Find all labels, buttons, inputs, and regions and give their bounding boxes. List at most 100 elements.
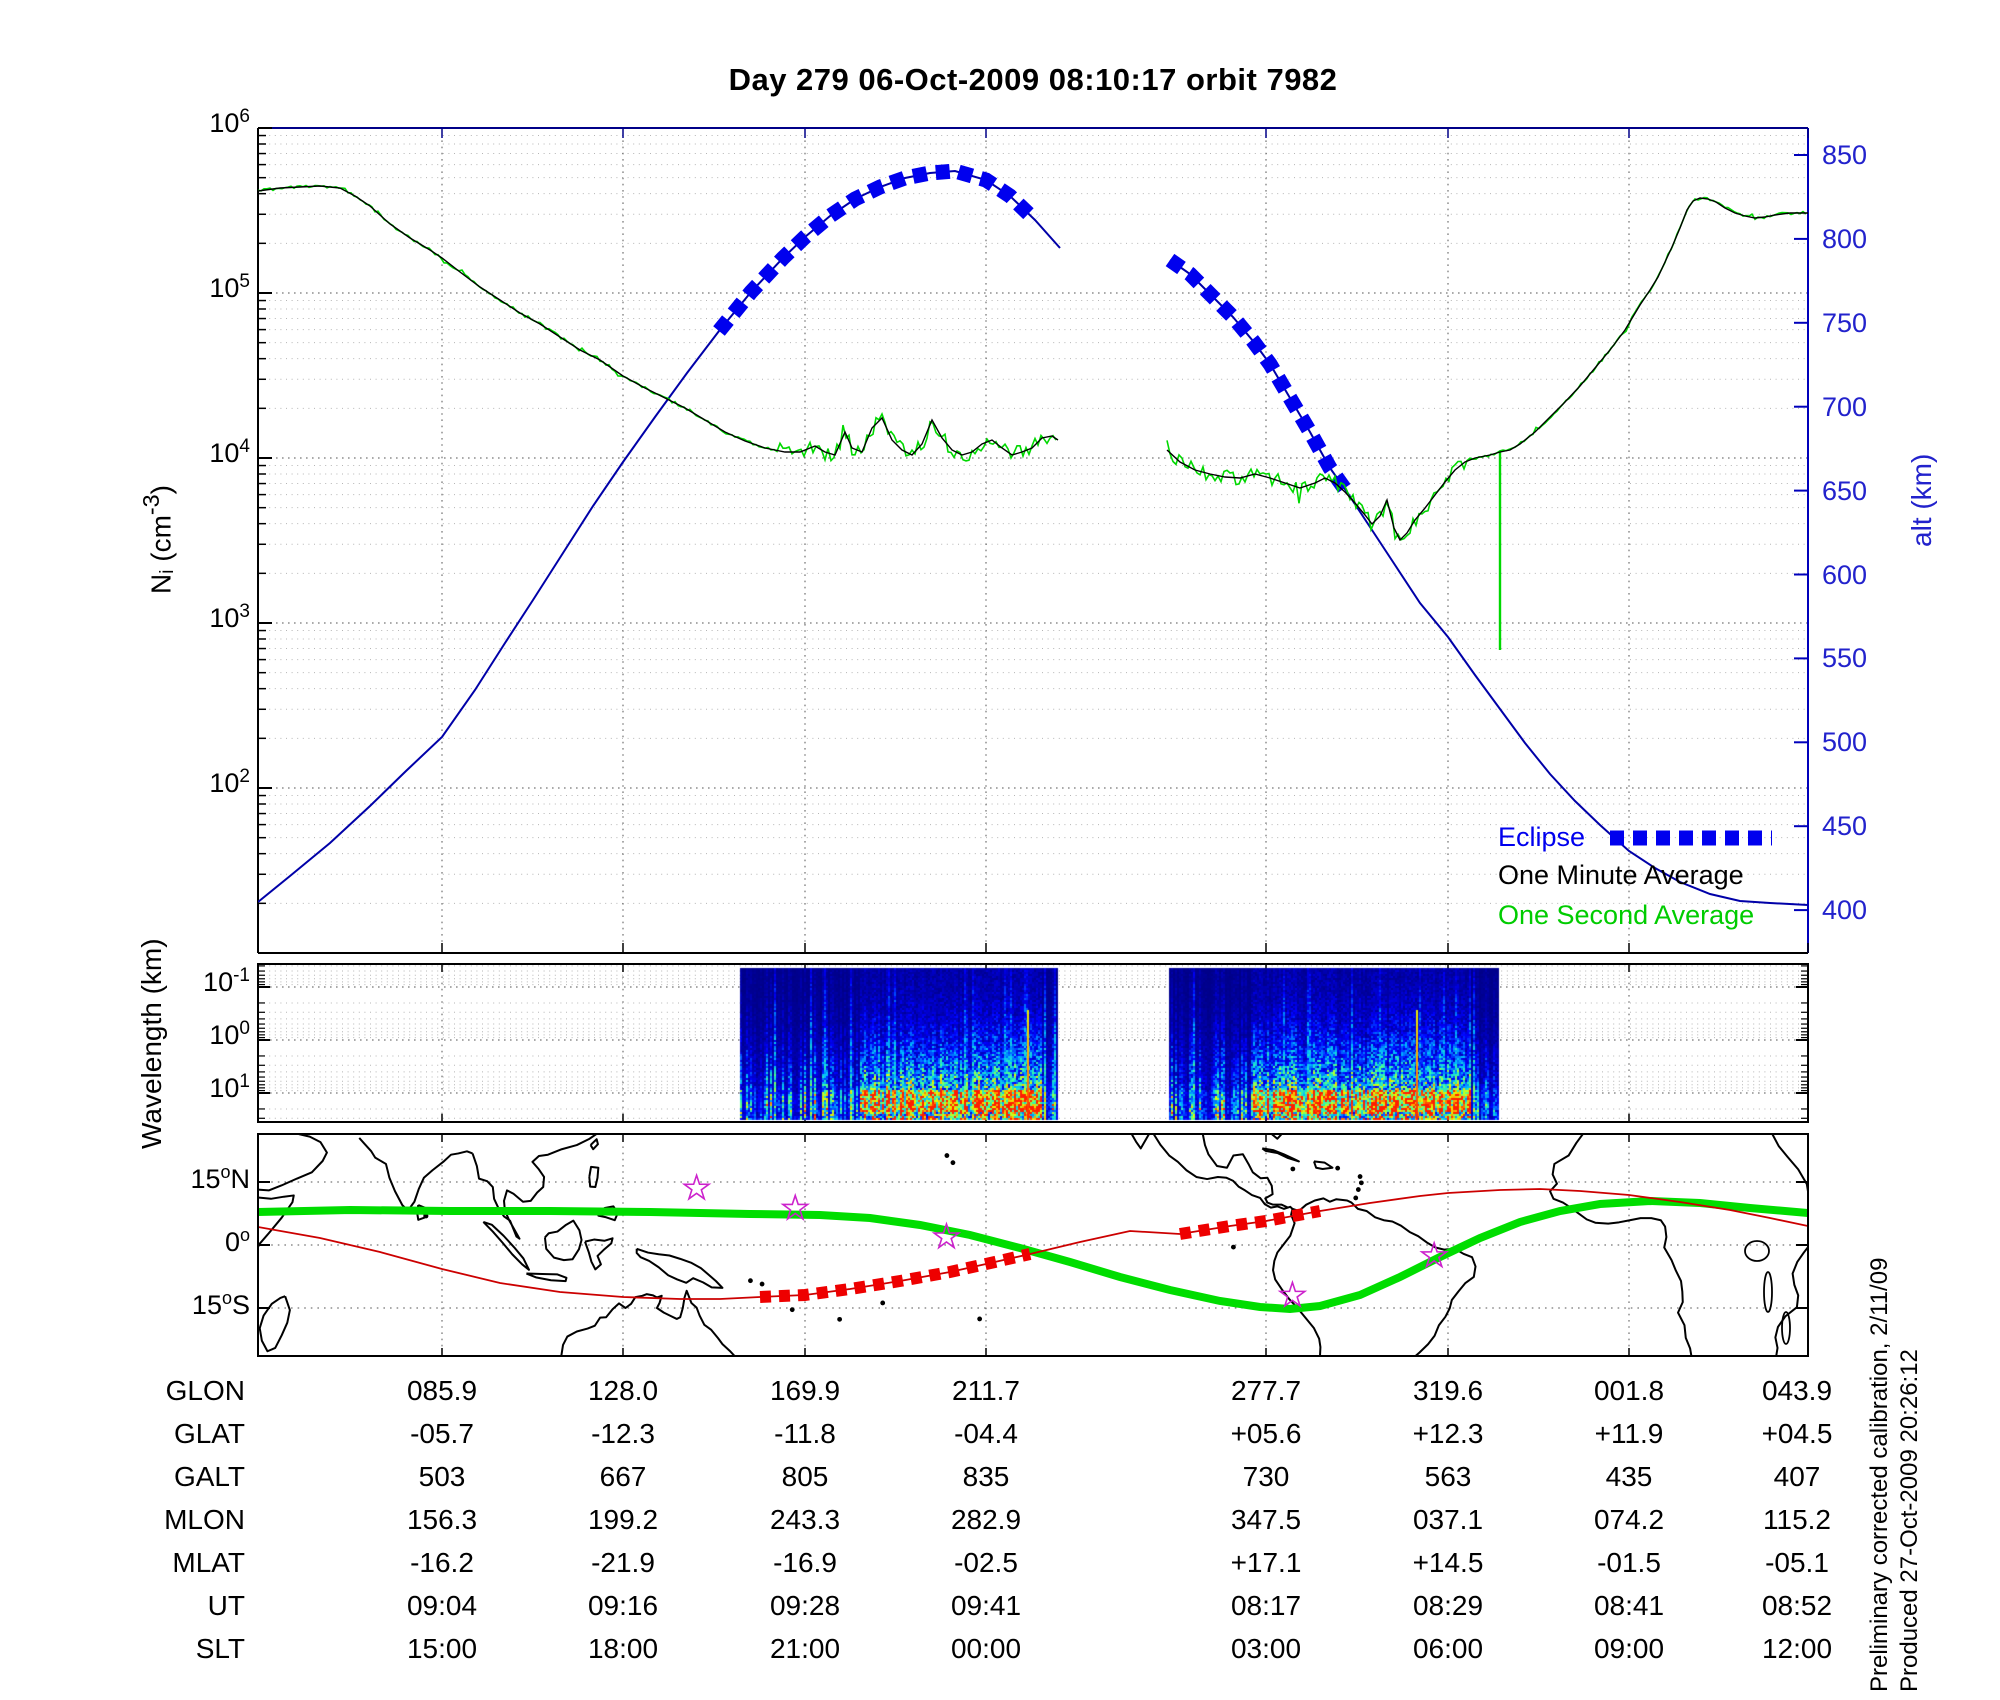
one-minute-curve-left [258,185,1059,456]
island-dot [748,1278,753,1284]
y-tick-right: 550 [1822,643,1868,674]
table-cell-glat-5: +12.3 [1412,1418,1484,1449]
island-dot [789,1307,795,1313]
table-cell-glat-6: +11.9 [1594,1418,1664,1449]
island-dot [837,1316,843,1322]
y-tick-right: 850 [1822,140,1868,170]
table-cell-glon-2: 169.9 [769,1375,841,1406]
coastline [358,1137,473,1212]
table-cell-slt-7: 12:00 [1761,1633,1833,1664]
table-cell-glon-7: 043.9 [1761,1375,1833,1406]
y-tick-left: 105 [209,271,250,303]
altitude-curve-left [258,169,1061,903]
eclipse-dashes [713,163,1041,336]
table-row-label-ut: UT [207,1590,245,1621]
coastline [258,1134,328,1192]
station-star [1419,1240,1449,1269]
table-cell-slt-3: 00:00 [950,1633,1022,1664]
ground-track-line [258,1188,1808,1300]
ylabel-base: N [145,574,177,595]
page-title: Day 279 06-Oct-2009 08:10:17 orbit 7982 [728,62,1338,97]
island-dot [1335,1165,1341,1171]
station-star [1277,1279,1308,1308]
lake [1763,1271,1773,1313]
y-tick-right: 800 [1822,223,1868,254]
panel1-curves [258,163,1808,906]
table-cell-mlon-1: 199.2 [587,1504,659,1535]
coastline [258,1295,291,1353]
table-cell-mlat-3: -02.5 [954,1547,1018,1578]
table-cell-galt-6: 435 [1605,1461,1653,1492]
table-cell-glat-0: -05.7 [410,1418,474,1449]
table-row-label-glon: GLON [165,1375,245,1406]
coastline [589,1138,599,1151]
table-cell-mlat-4: +17.1 [1230,1547,1302,1578]
table-cell-ut-7: 08:52 [1761,1590,1833,1621]
table-cell-galt-1: 667 [599,1461,647,1492]
ylabel-sub: i [156,570,178,575]
table-row-label-mlon: MLON [164,1504,245,1535]
table-cell-ut-5: 08:29 [1412,1590,1484,1621]
island-dot [1353,1195,1359,1201]
altitude-curve-right [1169,259,1808,906]
side-note-calibration: Preliminary corrected calibration, 2/11/… [1866,1257,1893,1692]
y-tick-right: 650 [1822,475,1868,506]
table-cell-galt-7: 407 [1773,1461,1821,1492]
side-note-produced: Produced 27-Oct-2009 20:26:12 [1896,1349,1923,1692]
table-cell-glon-1: 128.0 [587,1375,659,1406]
legend-eclipse-label: Eclipse [1498,822,1586,852]
map-lat-label: 15oS [191,1288,250,1320]
panel1-ylabel-left: Ni (cm-3) [138,370,179,710]
eclipse-dashes [1165,253,1354,497]
island-dot [950,1160,956,1166]
one-second-curve-left [258,184,1057,463]
lake [1781,1311,1791,1345]
legend-minute-label: One Minute Average [1498,860,1744,890]
coastline [635,1247,724,1289]
table-cell-mlon-0: 156.3 [406,1504,478,1535]
table-cell-slt-1: 18:00 [587,1633,659,1664]
table-cell-mlat-1: -21.9 [591,1547,655,1578]
table-cell-glon-0: 085.9 [406,1375,478,1406]
spectrogram-canvas [258,965,1808,1121]
table-cell-mlon-6: 074.2 [1593,1504,1665,1535]
table-cell-mlon-7: 115.2 [1763,1504,1831,1535]
map-layer [258,1134,1808,1356]
table-cell-galt-5: 563 [1424,1461,1472,1492]
table-cell-slt-5: 06:00 [1412,1633,1484,1664]
island-dot [1357,1174,1363,1179]
table-cell-mlon-2: 243.3 [769,1504,841,1535]
table-cell-glat-1: -12.3 [591,1418,655,1449]
ylabel-sup: -3 [138,494,164,516]
table-row-label-slt: SLT [195,1633,245,1664]
y-tick-right: 750 [1822,307,1868,338]
table-cell-ut-1: 09:16 [587,1590,659,1621]
station-star [780,1192,811,1222]
table-cell-mlat-5: +14.5 [1412,1547,1484,1578]
y-tick-left: 103 [209,601,250,633]
y-tick-right: 450 [1822,811,1868,842]
table-cell-galt-0: 503 [418,1461,466,1492]
table-cell-glat-4: +05.6 [1230,1418,1302,1449]
table-cell-mlat-2: -16.9 [773,1547,837,1578]
table-cell-slt-6: 09:00 [1593,1633,1665,1664]
coastline [584,1237,614,1271]
table-cell-mlat-7: -05.1 [1765,1547,1829,1578]
coastline [1292,1197,1477,1356]
coastline [1549,1134,1693,1356]
table-cell-mlon-5: 037.1 [1412,1504,1484,1535]
p2-y-tick: 101 [209,1071,250,1103]
y-tick-right: 500 [1822,727,1868,758]
table-cell-ut-0: 09:04 [406,1590,478,1621]
table-cell-ut-2: 09:28 [769,1590,841,1621]
table-cell-ut-6: 08:41 [1593,1590,1665,1621]
coastline [471,1134,597,1240]
coastline [258,1194,295,1248]
table-cell-mlon-3: 282.9 [950,1504,1022,1535]
table-cell-mlat-6: -01.5 [1597,1547,1661,1578]
coastline [560,1289,736,1356]
table-cell-ut-3: 09:41 [950,1590,1022,1621]
p2-y-tick: 10-1 [203,965,250,997]
magnetic-equator-line [258,1196,1808,1314]
